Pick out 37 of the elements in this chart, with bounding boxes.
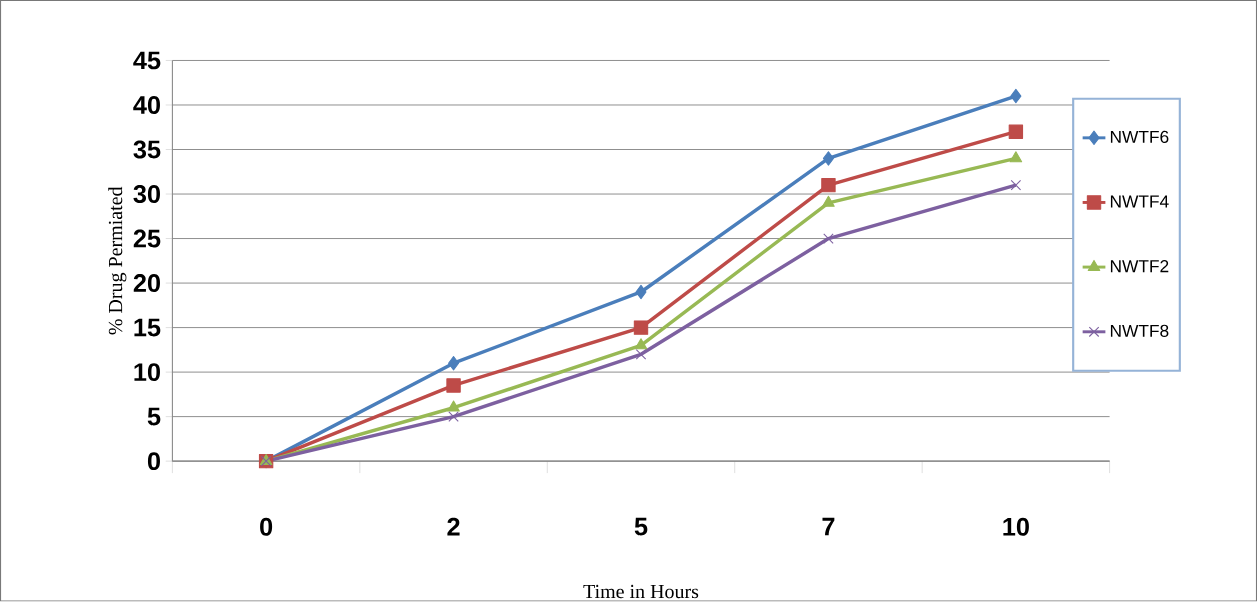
point: [634, 338, 648, 350]
legend-label: NWTF4: [1110, 195, 1169, 208]
point: [448, 356, 460, 371]
point: [1010, 180, 1022, 191]
y-tick-label: 45: [133, 51, 161, 70]
y-tick-label: 25: [133, 229, 161, 248]
y-tick-label: 15: [134, 318, 161, 337]
y-tick-label: 5: [147, 408, 161, 426]
y-tick-label: 30: [133, 185, 160, 204]
point: [1009, 151, 1023, 163]
legend-label: NWTF2: [1110, 260, 1169, 273]
y-tick-label: 40: [133, 96, 160, 115]
point: [822, 195, 835, 208]
point: [1010, 89, 1022, 104]
point: [448, 411, 459, 423]
y-tick-label: 20: [133, 274, 160, 293]
x-tick-label: 10: [1003, 518, 1029, 536]
x-tick-label: 7: [822, 518, 835, 536]
x-tick-label: 0: [260, 518, 273, 536]
x-tick-label: 2: [447, 518, 460, 536]
point: [447, 400, 460, 412]
x-axis-title: Time in Hours: [583, 585, 699, 599]
y-tick-label: 35: [133, 140, 161, 159]
point: [446, 378, 461, 393]
point: [822, 151, 834, 166]
x-tick-label: 5: [634, 518, 648, 536]
y-axis-title: % Drug Permiated: [108, 186, 127, 335]
point: [635, 284, 647, 300]
point: [635, 349, 647, 360]
legend-label: NWTF6: [1110, 131, 1169, 144]
y-tick-label: 0: [147, 452, 160, 471]
legend-label: NWTF8: [1110, 324, 1169, 338]
point: [1008, 124, 1024, 140]
point: [821, 178, 836, 193]
point: [633, 320, 649, 335]
point: [823, 233, 834, 245]
y-tick-label: 10: [134, 363, 160, 382]
